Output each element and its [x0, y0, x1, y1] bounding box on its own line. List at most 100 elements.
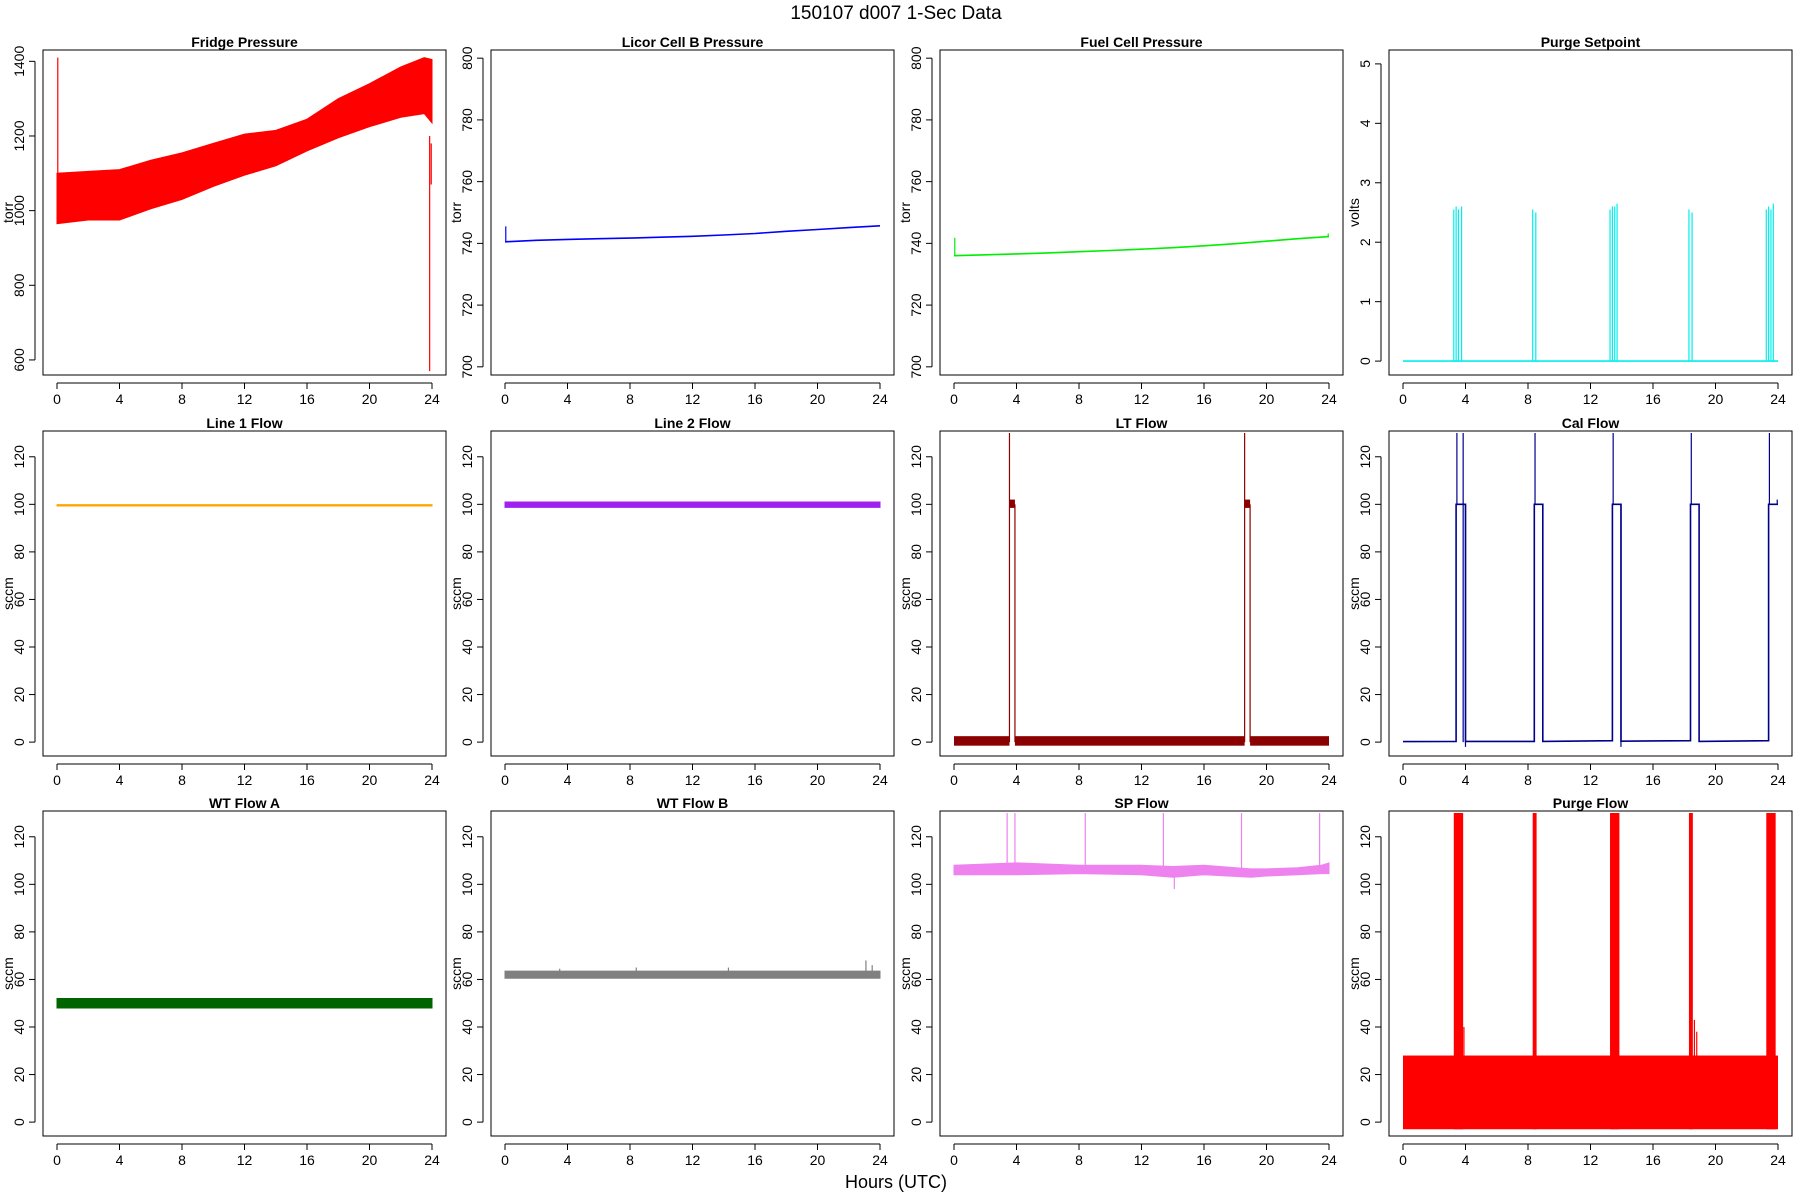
x-tick-label: 20 [810, 772, 826, 788]
y-tick-label: 80 [11, 544, 27, 560]
panel-line-1-flow: Line 1 Flow 0 4 8 12 16 20 24 0 20 40 60 80 100 120 scc… [0, 415, 447, 788]
y-tick-label: 2 [1357, 238, 1373, 246]
data-line [1402, 503, 1778, 743]
y-tick-label: 60 [459, 971, 475, 987]
y-tick-label: 120 [11, 445, 27, 469]
data-band [954, 736, 1010, 746]
x-tick-label: 16 [1196, 772, 1212, 788]
x-tick-label: 24 [872, 391, 888, 407]
plot-frame [1388, 49, 1793, 376]
y-tick-label: 20 [908, 1067, 924, 1083]
y-tick-label: 40 [459, 639, 475, 655]
y-tick-label: 720 [908, 293, 924, 317]
y-tick-label: 120 [908, 445, 924, 469]
x-tick-label: 12 [1583, 1152, 1599, 1168]
y-tick-label: 1400 [11, 46, 27, 77]
x-tick-label: 16 [299, 391, 315, 407]
x-tick-label: 20 [362, 391, 378, 407]
x-tick-label: 0 [950, 772, 958, 788]
x-tick-label: 20 [1708, 1152, 1724, 1168]
y-tick-label: 1000 [11, 195, 27, 226]
x-tick-label: 4 [1013, 1152, 1021, 1168]
x-tick-label: 4 [1462, 391, 1470, 407]
panel-title: SP Flow [1114, 795, 1168, 811]
x-tick-label: 0 [950, 1152, 958, 1168]
x-tick-label: 4 [116, 391, 124, 407]
x-tick-label: 8 [178, 391, 186, 407]
y-tick-label: 60 [459, 591, 475, 607]
data-band [1766, 813, 1776, 1130]
panel-wt-flow-b: WT Flow B 0 4 8 12 16 20 24 0 20 40 60 80 100 120 sccm [448, 795, 895, 1168]
panel-title: Fuel Cell Pressure [1080, 34, 1202, 50]
panel-fuel-cell-pressure: Fuel Cell Pressure 0 4 8 12 16 20 24 700 720 740 76… [897, 34, 1344, 407]
x-tick-label: 8 [626, 772, 634, 788]
y-tick-label: 780 [459, 108, 475, 132]
y-tick-label: 80 [908, 544, 924, 560]
x-axis-label: Hours (UTC) [845, 1172, 947, 1192]
plot-frame [490, 430, 895, 757]
data-band [1244, 499, 1251, 508]
y-tick-label: 0 [459, 1118, 475, 1126]
y-axis-label: sccm [0, 577, 16, 610]
y-tick-label: 800 [459, 46, 475, 70]
x-tick-label: 0 [1399, 391, 1407, 407]
data-band [56, 57, 433, 225]
x-tick-label: 24 [424, 1152, 440, 1168]
y-tick-label: 100 [1357, 492, 1373, 516]
y-tick-label: 100 [908, 492, 924, 516]
x-tick-label: 0 [53, 772, 61, 788]
x-tick-label: 16 [1645, 772, 1661, 788]
x-tick-label: 16 [1196, 1152, 1212, 1168]
x-tick-label: 16 [747, 772, 763, 788]
data-band [1009, 499, 1015, 508]
data-band [1610, 813, 1620, 1130]
y-axis-label: torr [0, 202, 16, 223]
y-tick-label: 20 [1357, 1067, 1373, 1083]
y-tick-label: 40 [1357, 1019, 1373, 1035]
x-tick-label: 0 [950, 391, 958, 407]
y-tick-label: 760 [459, 170, 475, 194]
x-tick-label: 4 [1462, 1152, 1470, 1168]
y-tick-label: 1200 [11, 120, 27, 151]
x-tick-label: 12 [685, 1152, 701, 1168]
y-tick-label: 740 [908, 231, 924, 255]
panel-wt-flow-a: WT Flow A 0 4 8 12 16 20 24 0 20 40 60 80 100 120 sccm [0, 795, 447, 1168]
y-tick-label: 100 [459, 492, 475, 516]
y-tick-label: 0 [908, 1118, 924, 1126]
y-axis-label: sccm [1346, 957, 1362, 990]
x-tick-label: 0 [53, 391, 61, 407]
panel-title: Fridge Pressure [191, 34, 298, 50]
y-axis-label: sccm [448, 957, 464, 990]
x-tick-label: 8 [1075, 1152, 1083, 1168]
x-tick-label: 0 [501, 772, 509, 788]
x-tick-label: 12 [237, 1152, 253, 1168]
x-tick-label: 24 [1321, 391, 1337, 407]
x-tick-label: 4 [564, 1152, 572, 1168]
panel-title: LT Flow [1116, 415, 1168, 431]
y-axis-label: sccm [897, 957, 913, 990]
y-tick-label: 40 [11, 639, 27, 655]
x-tick-label: 12 [685, 391, 701, 407]
y-tick-label: 60 [1357, 971, 1373, 987]
x-tick-label: 16 [299, 1152, 315, 1168]
y-tick-label: 40 [908, 639, 924, 655]
y-tick-label: 0 [1357, 357, 1373, 365]
y-tick-label: 0 [1357, 1118, 1373, 1126]
y-tick-label: 100 [11, 872, 27, 896]
plot-frame [490, 49, 895, 376]
plot-frame [42, 49, 447, 376]
main-title: 150107 d007 1-Sec Data [790, 3, 1002, 24]
x-tick-label: 16 [299, 772, 315, 788]
y-tick-label: 800 [908, 46, 924, 70]
plot-frame [939, 49, 1344, 376]
x-tick-label: 8 [178, 1152, 186, 1168]
x-tick-label: 12 [1134, 391, 1150, 407]
panel-cal-flow: Cal Flow 0 4 8 12 16 20 24 0 20 40 60 80 100 120 sccm [1346, 415, 1793, 788]
data-band [504, 501, 881, 508]
y-axis-label: sccm [1346, 577, 1362, 610]
x-tick-label: 4 [116, 1152, 124, 1168]
y-tick-label: 4 [1357, 119, 1373, 127]
panel-title: WT Flow A [209, 795, 280, 811]
y-tick-label: 0 [11, 1118, 27, 1126]
